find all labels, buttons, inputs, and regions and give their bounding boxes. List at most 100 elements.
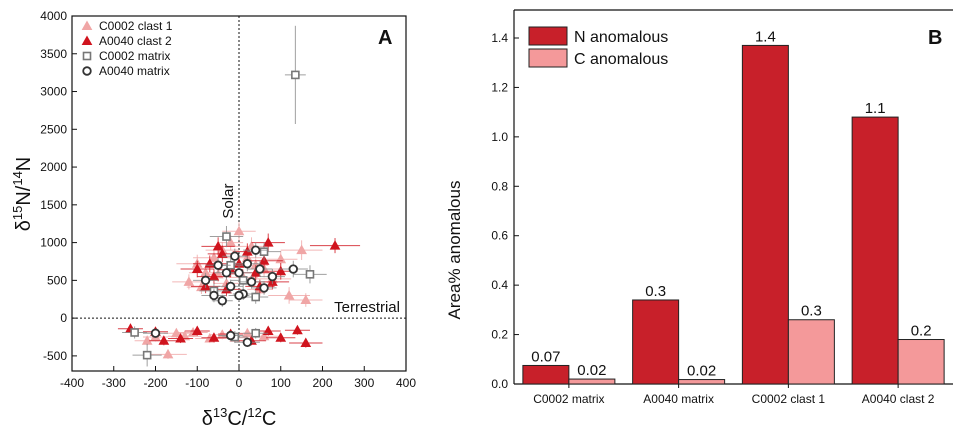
series-a0040-matrix <box>142 242 308 347</box>
bar-y-tick-label: 1.4 <box>491 31 508 45</box>
x-tick-label: -400 <box>60 376 84 390</box>
y-tick-label: -500 <box>43 349 67 363</box>
bar-y-tick-label: 1.2 <box>491 80 508 94</box>
data-point <box>175 333 186 343</box>
data-point <box>216 248 228 258</box>
data-point <box>200 275 211 286</box>
data-point <box>262 325 274 335</box>
solar-line-label: Solar <box>220 184 237 219</box>
legend-marker <box>82 51 92 61</box>
bar-c-anomalous <box>678 379 726 385</box>
data-point <box>300 294 312 304</box>
data-point <box>329 240 341 250</box>
panel-label-a: A <box>378 27 392 49</box>
x-tick-label: -100 <box>185 376 209 390</box>
data-point <box>213 260 223 270</box>
data-point <box>300 337 312 348</box>
terrestrial-line-label: Terrestrial <box>334 299 400 316</box>
bar-data-label: 1.1 <box>865 100 886 117</box>
x-tick-label: 200 <box>312 376 332 390</box>
y-tick-label: 500 <box>47 273 67 287</box>
data-point <box>246 277 257 287</box>
data-point <box>275 332 287 342</box>
data-point <box>158 335 170 345</box>
data-point <box>255 264 265 274</box>
data-point <box>191 263 203 274</box>
x-tick-label: 400 <box>396 376 416 390</box>
bar-category-label: A0040 matrix <box>643 392 714 406</box>
data-point <box>291 70 300 80</box>
legend-label: C0002 clast 1 <box>99 19 173 33</box>
legend-label: A0040 matrix <box>99 64 170 78</box>
bar-data-label: 1.4 <box>755 28 776 45</box>
bar-n-anomalous <box>632 299 680 385</box>
data-point <box>242 259 253 269</box>
data-point <box>233 225 245 236</box>
bar-data-label: 0.3 <box>801 303 822 320</box>
x-tick-label: 0 <box>236 376 243 390</box>
bar-category-label: C0002 matrix <box>533 392 604 406</box>
bar-data-label: 0.3 <box>645 283 666 300</box>
data-point <box>251 292 260 302</box>
data-point <box>275 265 287 276</box>
bar-data-label: 0.02 <box>687 363 716 380</box>
data-point <box>191 325 203 335</box>
bar-legend: N anomalous C anomalous <box>528 26 668 68</box>
y-tick-label: 1500 <box>40 198 67 212</box>
data-point <box>305 270 315 279</box>
y-axis-label: δ15N/14N <box>10 157 35 232</box>
data-point <box>208 252 220 262</box>
legend-swatch <box>528 48 568 68</box>
data-point <box>234 290 244 301</box>
bar-n-anomalous <box>741 44 789 385</box>
y-tick-label: 4000 <box>40 9 67 23</box>
data-point <box>250 245 261 255</box>
data-point <box>208 332 220 342</box>
bar-data-label: 0.02 <box>577 362 606 379</box>
data-point <box>259 283 269 293</box>
data-point <box>222 232 231 241</box>
data-point <box>242 337 253 347</box>
data-point <box>221 268 232 278</box>
data-point <box>225 330 236 341</box>
data-point <box>162 348 174 359</box>
bar-c-anomalous <box>787 319 835 385</box>
y-tick-label: 2500 <box>40 122 67 136</box>
data-point <box>262 237 274 247</box>
y-tick-label: 2000 <box>40 160 67 174</box>
bar-n-anomalous <box>522 364 570 385</box>
data-point <box>234 268 244 278</box>
data-point <box>209 290 219 301</box>
x-tick-label: -300 <box>102 376 126 390</box>
x-axis-label: δ13C/12C <box>202 405 277 430</box>
data-point <box>217 296 227 306</box>
bar-y-tick-label: 0.2 <box>491 328 508 342</box>
bar-category-label: A0040 clast 2 <box>862 392 935 406</box>
legend-label: N anomalous <box>574 29 668 46</box>
bar-y-tick-label: 0.4 <box>491 278 508 292</box>
data-point <box>150 328 161 338</box>
data-point <box>259 247 269 256</box>
bar-category-label: C0002 clast 1 <box>752 392 826 406</box>
bar-data-label: 0.07 <box>531 348 560 365</box>
bar-panel-b: 0.0 0.2 0.4 0.6 0.8 1.0 1.2 1.4 0.07 0.02 C0002 m… <box>445 9 953 406</box>
legend-label: C0002 matrix <box>99 49 170 63</box>
panel-label-b: B <box>928 27 942 49</box>
bar-data-label: 0.2 <box>911 323 932 340</box>
bar-c-anomalous <box>568 378 616 385</box>
data-point <box>238 276 248 285</box>
bar-y-axis-label: Area% anomalous <box>445 181 464 320</box>
legend-swatch <box>528 26 568 46</box>
scatter-panel-a: -400 -300 -200 -100 0 100 200 300 400 -500 0 500 100… <box>10 9 416 430</box>
data-point <box>171 327 182 338</box>
data-point <box>130 328 139 337</box>
x-tick-label: 100 <box>271 376 291 390</box>
data-point <box>283 289 295 300</box>
data-point <box>251 328 260 338</box>
legend-label: A0040 clast 2 <box>99 34 172 48</box>
legend-label: C anomalous <box>574 51 668 68</box>
y-tick-label: 1000 <box>40 236 67 250</box>
data-point <box>183 276 195 286</box>
data-point <box>267 271 278 282</box>
